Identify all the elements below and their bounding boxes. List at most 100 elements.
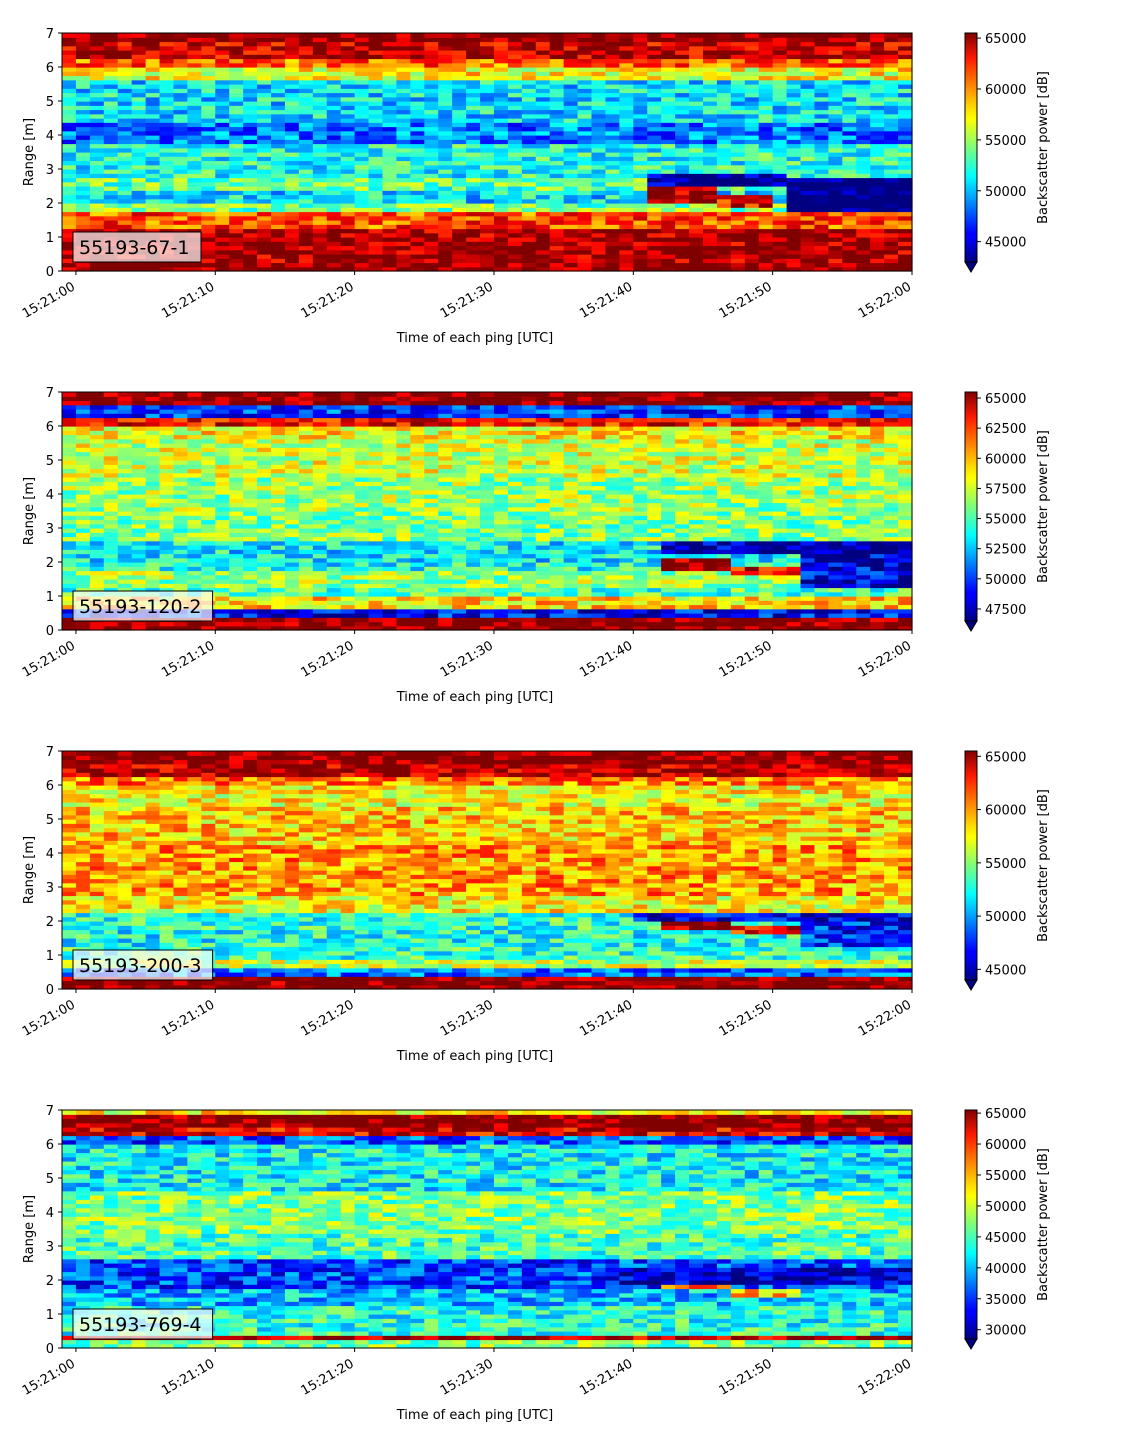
- heatmap-cell: [633, 245, 648, 251]
- heatmap-cell: [284, 438, 300, 444]
- heatmap-cell: [591, 241, 607, 247]
- heatmap-cell: [396, 489, 411, 495]
- heatmap-cell: [131, 194, 147, 200]
- heatmap-cell: [354, 477, 370, 482]
- heatmap-cell: [605, 135, 620, 140]
- heatmap-cell: [117, 557, 133, 563]
- heatmap-cell: [257, 241, 272, 247]
- heatmap-cell: [396, 511, 411, 516]
- heatmap-cell: [284, 194, 300, 200]
- heatmap-cell: [716, 50, 732, 55]
- heatmap-cell: [647, 139, 662, 145]
- heatmap-cell: [842, 241, 857, 247]
- heatmap-cell: [271, 545, 286, 550]
- heatmap-cell: [563, 88, 579, 94]
- heatmap-cell: [298, 438, 314, 444]
- heatmap-cell: [284, 186, 300, 191]
- heatmap-cell: [145, 579, 161, 584]
- heatmap-cell: [201, 96, 216, 102]
- heatmap-cell: [368, 147, 384, 153]
- heatmap-cell: [786, 224, 802, 230]
- heatmap-cell: [382, 557, 398, 563]
- heatmap-cell: [549, 258, 565, 264]
- heatmap-cell: [828, 228, 843, 234]
- heatmap-cell: [103, 122, 119, 128]
- heatmap-cell: [284, 130, 300, 136]
- heatmap-cell: [326, 443, 342, 448]
- heatmap-cell: [229, 621, 244, 627]
- heatmap-cell: [271, 169, 286, 174]
- heatmap-cell: [201, 528, 216, 533]
- heatmap-cell: [675, 173, 690, 179]
- heatmap-cell: [62, 549, 77, 555]
- heatmap-cell: [271, 417, 286, 423]
- heatmap-cell: [257, 254, 272, 259]
- heatmap-cell: [326, 173, 342, 179]
- heatmap-cell: [410, 152, 425, 157]
- heatmap-cell: [744, 220, 760, 225]
- heatmap-cell: [438, 173, 453, 179]
- heatmap-cell: [884, 266, 899, 272]
- heatmap-cell: [493, 152, 509, 157]
- heatmap-cell: [898, 245, 913, 251]
- heatmap-cell: [173, 177, 189, 183]
- y-tick-label: 2: [46, 197, 54, 212]
- heatmap-cell: [619, 207, 634, 213]
- heatmap-cell: [772, 139, 788, 145]
- heatmap-cell: [438, 67, 453, 72]
- heatmap-cell: [298, 460, 314, 465]
- heatmap-cell: [828, 224, 843, 230]
- heatmap-cell: [382, 105, 398, 111]
- heatmap-cell: [229, 553, 244, 559]
- heatmap-cell: [312, 489, 328, 495]
- heatmap-cell: [814, 88, 829, 94]
- heatmap-cell: [828, 262, 843, 268]
- heatmap-cell: [647, 169, 662, 174]
- heatmap-cell: [786, 135, 802, 140]
- heatmap-cell: [75, 37, 91, 43]
- heatmap-cell: [744, 258, 760, 264]
- heatmap-cell: [298, 101, 314, 106]
- heatmap-cell: [103, 400, 119, 406]
- heatmap-cell: [702, 169, 718, 174]
- heatmap-cell: [424, 258, 439, 264]
- heatmap-cell: [424, 489, 439, 495]
- heatmap-cell: [312, 258, 328, 264]
- heatmap-cell: [62, 50, 77, 55]
- heatmap-cell: [284, 502, 300, 508]
- heatmap-cell: [702, 152, 718, 157]
- heatmap-cell: [591, 130, 607, 136]
- heatmap-cell: [354, 54, 370, 60]
- heatmap-cell: [716, 143, 732, 149]
- heatmap-cell: [201, 139, 216, 145]
- heatmap-cell: [452, 135, 467, 140]
- heatmap-cell: [229, 472, 244, 478]
- heatmap-cell: [619, 37, 634, 43]
- heatmap-cell: [716, 220, 732, 225]
- heatmap-cell: [62, 45, 77, 51]
- heatmap-cell: [605, 37, 620, 43]
- heatmap-cell: [271, 186, 286, 191]
- heatmap-cell: [480, 262, 495, 268]
- heatmap-cell: [62, 258, 77, 264]
- heatmap-cell: [298, 152, 314, 157]
- heatmap-cell: [549, 249, 565, 255]
- heatmap-cell: [257, 506, 272, 512]
- heatmap-cell: [173, 215, 189, 221]
- heatmap-cell: [730, 96, 746, 102]
- heatmap-cell: [201, 455, 216, 461]
- heatmap-cell: [159, 438, 175, 444]
- heatmap-cell: [382, 460, 398, 465]
- heatmap-cell: [730, 45, 746, 51]
- heatmap-cell: [243, 515, 258, 521]
- heatmap-cell: [229, 215, 244, 221]
- heatmap-cell: [326, 139, 342, 145]
- heatmap-cell: [201, 523, 216, 529]
- heatmap-cell: [215, 160, 230, 166]
- heatmap-cell: [284, 254, 300, 259]
- heatmap-cell: [284, 506, 300, 512]
- heatmap-cell: [382, 241, 398, 247]
- heatmap-cell: [62, 562, 77, 567]
- heatmap-cell: [131, 485, 147, 491]
- heatmap-cell: [521, 245, 537, 251]
